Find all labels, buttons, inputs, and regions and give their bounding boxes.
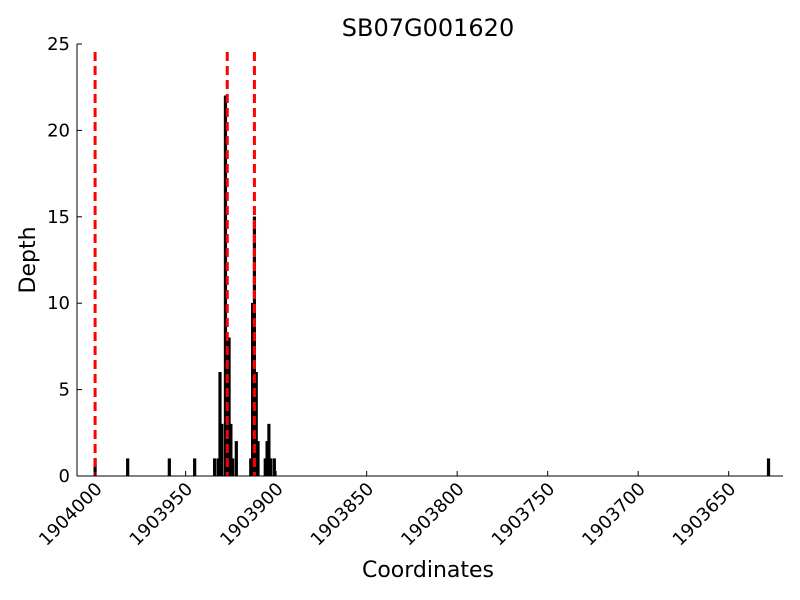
depth-bar (234, 441, 238, 477)
x-axis-label: Coordinates (362, 558, 494, 583)
x-tick-label: 1904000 (35, 479, 107, 551)
depth-bar (766, 458, 771, 477)
depth-bar (193, 458, 197, 477)
x-tick-label: 1903900 (216, 479, 288, 551)
x-tick-label: 1903750 (488, 479, 560, 551)
x-tick-label: 1903850 (307, 479, 379, 551)
y-tick-label: 15 (47, 207, 70, 228)
x-tick-label: 1903700 (578, 479, 650, 551)
depth-bars (93, 95, 771, 477)
y-tick-label: 0 (59, 466, 70, 487)
x-tick-label: 1903650 (669, 479, 741, 551)
y-tick-label: 10 (47, 293, 70, 314)
x-tick-label: 1903950 (126, 479, 198, 551)
depth-bar (126, 458, 130, 477)
depth-bar (220, 423, 224, 477)
chart-title: SB07G001620 (342, 14, 514, 42)
x-axis-ticks: 1904000 1903950 1903900 1903850 1903800 19037… (35, 471, 740, 550)
depth-bar (231, 458, 235, 477)
depth-bar (256, 441, 260, 477)
y-axis-ticks: 0 5 10 15 20 25 (47, 34, 82, 487)
depth-bar (212, 458, 217, 477)
y-tick-label: 5 (59, 380, 70, 401)
depth-bar (272, 458, 276, 477)
marker-lines (93, 52, 256, 476)
y-tick-label: 25 (47, 34, 70, 55)
y-axis-label: Depth (16, 226, 41, 293)
depth-bar (167, 458, 171, 477)
y-tick-label: 20 (47, 120, 70, 141)
x-tick-label: 1903800 (397, 479, 469, 551)
depth-bar (269, 458, 273, 477)
